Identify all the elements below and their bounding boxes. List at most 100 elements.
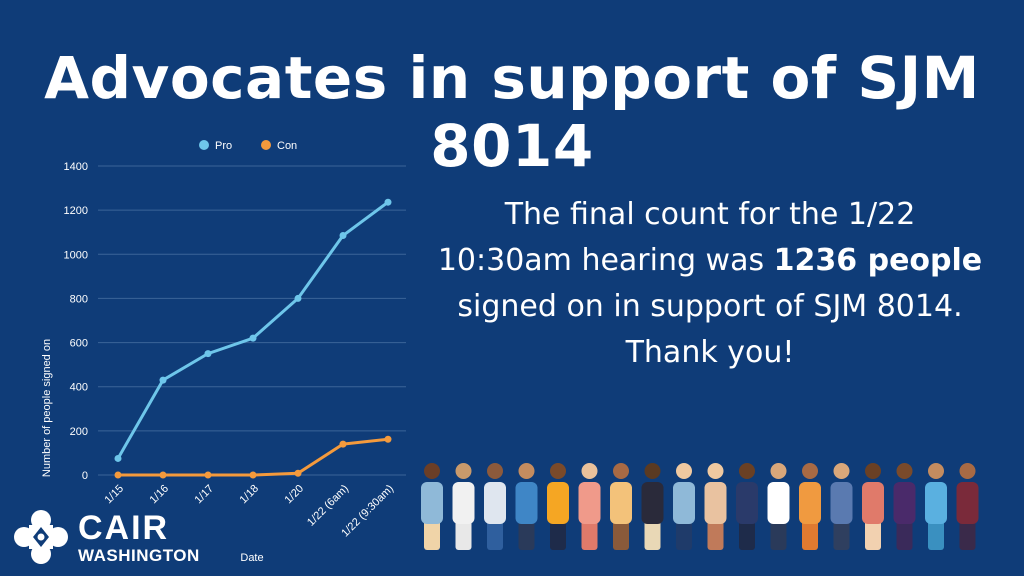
- x-tick-label: 1/17: [192, 483, 216, 507]
- person-body: [578, 482, 601, 524]
- data-point-pro: [114, 454, 122, 462]
- data-point-con: [114, 471, 122, 479]
- y-tick-label: 1400: [64, 161, 88, 173]
- person-figure: [704, 463, 727, 550]
- data-point-pro: [159, 376, 167, 384]
- person-body: [421, 482, 443, 524]
- person-head: [896, 463, 913, 479]
- chart-series: [114, 198, 392, 479]
- person-figure: [925, 463, 947, 550]
- person-legs: [896, 518, 913, 550]
- person-body: [767, 482, 790, 524]
- data-point-con: [384, 435, 392, 443]
- person-head: [928, 463, 944, 479]
- person-body: [862, 482, 884, 524]
- person-head: [865, 463, 881, 479]
- person-head: [581, 463, 598, 479]
- y-tick-label: 600: [70, 338, 88, 350]
- person-head: [644, 463, 661, 479]
- data-point-con: [294, 469, 302, 477]
- person-body: [641, 482, 664, 524]
- message-line-4: Thank you!: [625, 335, 795, 370]
- x-axis-label: Date: [240, 552, 263, 564]
- chart-legend: Pro Con: [199, 140, 297, 152]
- person-body: [704, 482, 727, 524]
- person-figure: [673, 463, 695, 550]
- person-figure: [767, 463, 790, 550]
- person-legs: [707, 518, 724, 550]
- data-point-con: [204, 471, 212, 479]
- legend-label-con: Con: [277, 140, 297, 152]
- person-figure: [547, 463, 569, 550]
- message-line-2: 10:30am hearing was 1236 people: [420, 238, 1000, 284]
- person-legs: [833, 518, 850, 550]
- person-body: [547, 482, 569, 524]
- final-count-highlight: 1236 people: [773, 243, 983, 278]
- logo-subtitle: WASHINGTON: [78, 545, 200, 565]
- legend-marker-pro: [199, 140, 209, 150]
- person-body: [610, 482, 632, 524]
- person-figure: [641, 463, 664, 550]
- data-point-pro: [384, 198, 392, 206]
- signups-line-chart: Pro Con 0 200 400 600 800 1000 1200 1400 1/15 1/1…: [41, 140, 406, 564]
- data-point-pro: [339, 232, 347, 240]
- person-body: [673, 482, 695, 524]
- person-body: [956, 482, 979, 524]
- y-axis-ticks: 0 200 400 600 800 1000 1200 1400: [64, 161, 88, 482]
- chart-gridlines: [98, 165, 406, 476]
- person-legs: [550, 518, 566, 550]
- person-head: [676, 463, 692, 479]
- person-head: [770, 463, 787, 479]
- person-head: [550, 463, 566, 479]
- person-head: [518, 463, 535, 479]
- person-figure: [421, 463, 443, 550]
- y-tick-label: 0: [82, 470, 88, 482]
- person-figure: [862, 463, 884, 550]
- y-tick-label: 1200: [64, 205, 88, 217]
- data-point-pro: [294, 294, 302, 302]
- person-legs: [455, 518, 472, 550]
- y-tick-label: 800: [70, 293, 88, 305]
- message-line-2-text: 10:30am hearing was: [437, 243, 774, 278]
- person-figure: [610, 463, 632, 550]
- person-head: [424, 463, 440, 479]
- person-legs: [770, 518, 787, 550]
- person-head: [487, 463, 503, 479]
- data-point-con: [249, 471, 257, 479]
- person-figure: [830, 463, 853, 550]
- page-title: Advocates in support of SJM 8014: [44, 44, 980, 180]
- people-illustration: [421, 463, 979, 550]
- y-tick-label: 400: [70, 382, 88, 394]
- person-legs: [676, 518, 692, 550]
- person-head: [613, 463, 629, 479]
- person-legs: [581, 518, 598, 550]
- person-legs: [644, 518, 661, 550]
- data-point-con: [339, 440, 347, 448]
- person-figure: [484, 463, 506, 550]
- person-legs: [865, 518, 881, 550]
- data-point-pro: [249, 334, 257, 342]
- legend-label-pro: Pro: [215, 140, 232, 152]
- person-body: [452, 482, 475, 524]
- person-head: [802, 463, 818, 479]
- person-body: [799, 482, 821, 524]
- x-tick-label: 1/16: [147, 483, 171, 507]
- logo-name: CAIR: [78, 508, 170, 547]
- person-head: [707, 463, 724, 479]
- person-legs: [802, 518, 818, 550]
- person-figure: [893, 463, 916, 550]
- legend-marker-con: [261, 140, 271, 150]
- x-tick-label: 1/22 (6am): [305, 483, 351, 529]
- person-figure: [452, 463, 475, 550]
- person-legs: [487, 518, 503, 550]
- person-head: [959, 463, 976, 479]
- message-line-3: signed on in support of SJM 8014.: [457, 289, 963, 324]
- series-line-con: [118, 437, 389, 477]
- person-figure: [956, 463, 979, 550]
- person-body: [736, 482, 758, 524]
- person-legs: [613, 518, 629, 550]
- y-axis-label: Number of people signed on: [41, 339, 53, 477]
- person-legs: [518, 518, 535, 550]
- y-tick-label: 1000: [64, 249, 88, 261]
- data-point-con: [159, 471, 167, 479]
